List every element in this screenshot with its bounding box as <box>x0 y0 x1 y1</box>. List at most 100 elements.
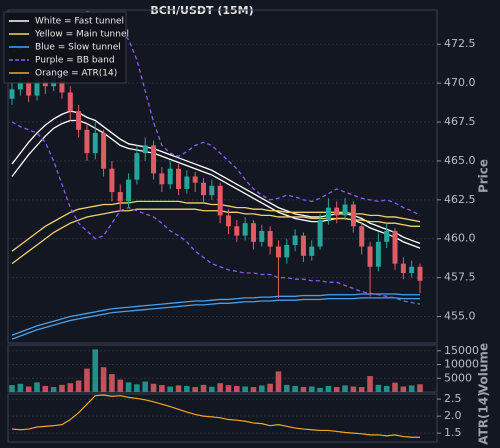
candle-body <box>225 215 231 227</box>
candle-body <box>159 173 165 185</box>
volume-bar <box>258 385 265 392</box>
volume-bar <box>217 383 223 392</box>
band-line <box>11 119 421 249</box>
candle-body <box>142 145 148 154</box>
volume-bar <box>175 385 182 392</box>
volume-bar <box>242 386 248 392</box>
volume-bar <box>234 385 240 392</box>
volume-bar <box>383 385 390 392</box>
candle-body <box>409 266 415 273</box>
y-tick-label: 457.5 <box>444 271 476 284</box>
atr-line <box>11 394 420 438</box>
volume-bar <box>209 386 215 392</box>
candle-body <box>275 246 281 258</box>
y-tick-label: 2.5 <box>444 392 462 405</box>
volume-bar <box>109 374 115 392</box>
legend-label: Blue = Slow tunnel <box>35 43 121 53</box>
candle-body <box>417 266 423 281</box>
candle-body <box>242 223 248 236</box>
y-axis-label: Volume <box>477 343 491 393</box>
y-tick-label: 460.0 <box>444 232 476 245</box>
volume-bar <box>59 384 65 392</box>
volume-bar <box>100 367 107 392</box>
volume-bar <box>225 385 232 392</box>
candle-body <box>184 176 190 189</box>
volume-bar <box>408 385 415 392</box>
candle-body <box>167 168 173 185</box>
legend-label: Purple = BB band <box>35 56 115 66</box>
volume-bar <box>292 385 298 392</box>
volume-bar <box>67 383 74 392</box>
candle-body <box>325 207 331 221</box>
y-tick-label: 1.5 <box>444 426 462 439</box>
volume-bar <box>358 387 365 392</box>
candle-body <box>76 111 82 130</box>
candle-body <box>309 246 315 256</box>
candle-body <box>117 192 123 202</box>
candle-body <box>350 204 356 227</box>
candle-body <box>292 235 298 245</box>
volume-bar <box>417 384 423 392</box>
y-axis-label: Price <box>477 159 491 193</box>
plot-area <box>11 394 420 438</box>
panel-frame <box>7 9 438 344</box>
volume-bar <box>167 386 174 392</box>
legend-label: White = Fast tunnel <box>35 17 124 27</box>
y-tick-label: 470.0 <box>444 76 476 89</box>
candle-body <box>34 78 40 96</box>
y-tick-label: 472.5 <box>444 37 476 50</box>
volume-bar <box>42 385 49 392</box>
volume-bar <box>400 386 407 392</box>
volume-bar <box>267 383 273 392</box>
volume-bar <box>184 385 190 392</box>
volume-bar <box>308 386 315 392</box>
volume-bar <box>9 385 15 392</box>
volume-bar <box>142 381 149 392</box>
volume-bar <box>367 376 373 392</box>
volume-bar <box>84 368 90 392</box>
panel-frame <box>7 393 438 443</box>
volume-bar <box>275 371 282 392</box>
volume-bar <box>342 385 348 392</box>
y-tick-label: 467.5 <box>444 115 476 128</box>
y-tick-label: 15000 <box>444 344 479 357</box>
candle-body <box>26 83 32 96</box>
candle-body <box>359 226 365 247</box>
candle-body <box>317 220 323 247</box>
candle-body <box>259 230 265 242</box>
volume-bar <box>192 387 198 392</box>
volume-bar <box>300 387 307 392</box>
candle-body <box>217 185 223 216</box>
candle-body <box>134 153 140 180</box>
volume-bar <box>150 383 157 392</box>
legend-label: Yellow = Main tunnel <box>34 30 129 40</box>
candle-body <box>192 176 198 183</box>
volume-bar <box>34 382 40 392</box>
volume-bar <box>25 386 32 392</box>
volume-bar <box>250 387 257 392</box>
candle-body <box>92 132 98 154</box>
candle-body <box>400 263 406 273</box>
band-line <box>11 200 421 252</box>
band-line <box>11 293 420 336</box>
volume-bar <box>92 349 99 392</box>
candle-body <box>375 241 381 267</box>
volume-bar <box>50 387 57 392</box>
candle-body <box>201 182 207 196</box>
candle-body <box>300 235 306 256</box>
candle-body <box>9 89 15 99</box>
candle-body <box>384 230 390 242</box>
candle-body <box>176 168 182 189</box>
volume-bar <box>283 384 290 392</box>
band-line <box>11 297 420 340</box>
candle-body <box>84 129 90 154</box>
candle-body <box>126 179 132 202</box>
band-line <box>11 121 421 305</box>
candle-body <box>234 226 240 236</box>
volume-bar <box>350 386 357 392</box>
candle-body <box>334 207 340 216</box>
y-axis-label: ATR(14) <box>477 391 491 444</box>
candle-body <box>342 204 348 216</box>
candle-body <box>109 168 115 193</box>
